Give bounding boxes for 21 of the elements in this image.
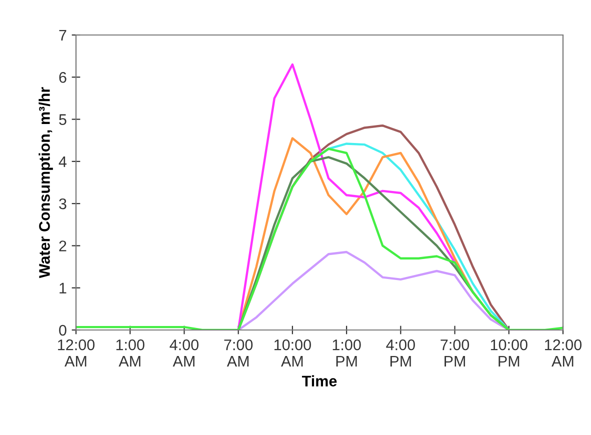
x-tick-label: 12:00 AM [58, 339, 95, 367]
x-tick-label: 12:00 AM [545, 339, 582, 367]
x-tick-label: 1:00 AM [116, 339, 144, 367]
y-tick-label: 5 [59, 114, 66, 125]
y-tick-label: 3 [59, 198, 66, 210]
x-tick-label: 1:00 PM [332, 339, 361, 367]
x-tick-label: 7:00 AM [224, 339, 253, 367]
y-tick-label: 4 [58, 156, 67, 167]
y-tick-label: 1 [60, 282, 66, 294]
x-tick-label: 4:00 PM [386, 339, 415, 367]
y-tick-label: 6 [59, 72, 66, 83]
y-tick-label: 0 [59, 324, 66, 336]
y-axis-title: Water Consumption, m³/hr [38, 87, 53, 278]
line-series [237, 63, 474, 330]
y-tick-label: 7 [59, 30, 66, 41]
x-tick-label: 10:00 PM [490, 339, 528, 367]
x-tick-label: 4:00 AM [170, 339, 198, 367]
x-tick-label: 10:00 AM [274, 339, 311, 367]
x-tick-label: 7:00 PM [440, 339, 470, 367]
x-axis-title: Time [302, 375, 337, 387]
y-tick-label: 2 [59, 240, 66, 252]
